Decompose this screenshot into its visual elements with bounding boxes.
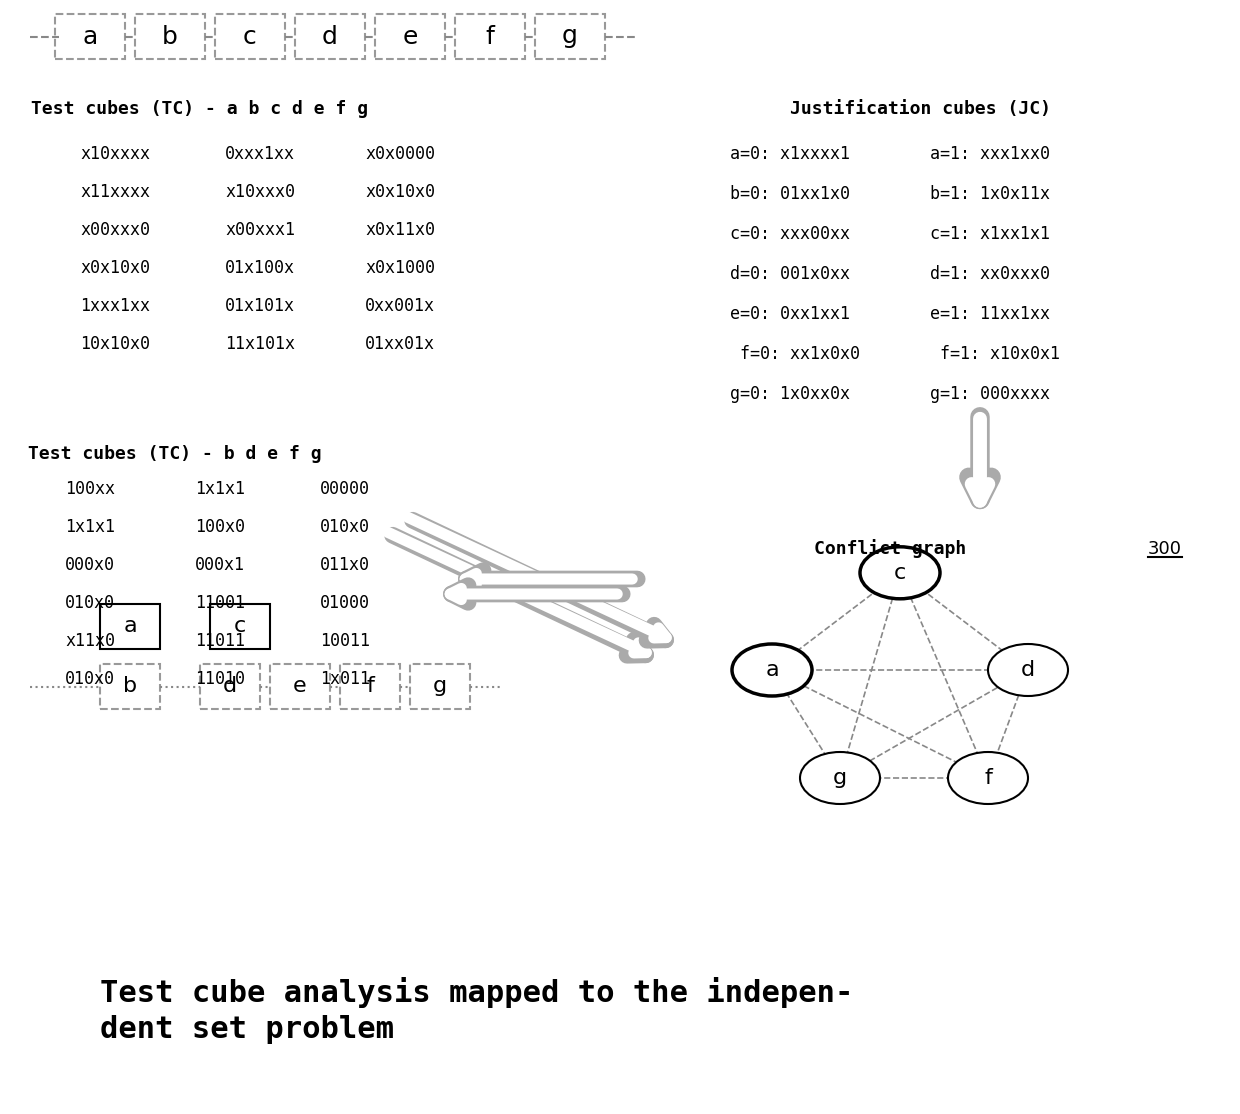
Text: 01x100x: 01x100x [224,258,295,277]
Text: a: a [123,616,136,636]
Text: 1x1x1: 1x1x1 [64,518,115,536]
FancyBboxPatch shape [410,664,470,709]
Text: 010x0: 010x0 [320,518,370,536]
Text: x11x0: x11x0 [64,632,115,649]
Text: b=0: 01xx1x0: b=0: 01xx1x0 [730,185,849,203]
Text: x0x10x0: x0x10x0 [81,258,150,277]
Ellipse shape [732,644,812,696]
FancyBboxPatch shape [100,664,160,709]
Text: Test cubes (TC) - b d e f g: Test cubes (TC) - b d e f g [29,444,322,463]
Text: 11010: 11010 [195,670,246,688]
Ellipse shape [949,752,1028,804]
FancyBboxPatch shape [135,14,205,59]
Text: b=1: 1x0x11x: b=1: 1x0x11x [930,185,1050,203]
FancyBboxPatch shape [55,14,125,59]
Text: g: g [833,768,847,788]
Text: x00xxx0: x00xxx0 [81,221,150,240]
Text: Justification cubes (JC): Justification cubes (JC) [790,100,1050,118]
Text: 01000: 01000 [320,594,370,612]
Text: 11001: 11001 [195,594,246,612]
Text: e: e [402,25,418,49]
Text: a: a [765,659,779,680]
Text: x0x10x0: x0x10x0 [365,183,435,201]
Text: x10xxxx: x10xxxx [81,145,150,163]
Text: f: f [366,676,374,696]
Text: d: d [1021,659,1035,680]
Text: a=1: xxx1xx0: a=1: xxx1xx0 [930,145,1050,163]
FancyBboxPatch shape [200,664,260,709]
Text: f: f [486,25,495,49]
Text: 000x1: 000x1 [195,556,246,574]
Text: 0xx001x: 0xx001x [365,297,435,315]
Text: x10xxx0: x10xxx0 [224,183,295,201]
Text: 100xx: 100xx [64,480,115,498]
Text: f=1: x10x0x1: f=1: x10x0x1 [930,345,1060,363]
Text: c=0: xxx00xx: c=0: xxx00xx [730,225,849,243]
Text: b: b [162,25,177,49]
Text: 11x101x: 11x101x [224,335,295,353]
Text: f: f [985,768,992,788]
Text: 010x0: 010x0 [64,670,115,688]
Text: 1xxx1xx: 1xxx1xx [81,297,150,315]
Text: Conflict graph: Conflict graph [813,539,966,558]
Text: x00xxx1: x00xxx1 [224,221,295,240]
FancyBboxPatch shape [374,14,445,59]
Ellipse shape [861,547,940,599]
Text: 011x0: 011x0 [320,556,370,574]
Text: 01x101x: 01x101x [224,297,295,315]
Text: c: c [243,25,257,49]
Text: g: g [433,676,448,696]
Bar [210,604,270,649]
Text: e: e [293,676,306,696]
Text: d=0: 001x0xx: d=0: 001x0xx [730,265,849,283]
FancyBboxPatch shape [455,14,525,59]
Text: x0x0000: x0x0000 [365,145,435,163]
Text: d: d [223,676,237,696]
Text: e=1: 11xx1xx: e=1: 11xx1xx [930,305,1050,323]
Text: b: b [123,676,138,696]
Bar [100,604,160,649]
FancyBboxPatch shape [340,664,401,709]
Text: c: c [894,563,906,583]
Text: d=1: xx0xxx0: d=1: xx0xxx0 [930,265,1050,283]
Text: a=0: x1xxxx1: a=0: x1xxxx1 [730,145,849,163]
Text: g=1: 000xxxx: g=1: 000xxxx [930,385,1050,403]
Text: Test cubes (TC) - a b c d e f g: Test cubes (TC) - a b c d e f g [31,100,368,118]
Text: g=0: 1x0xx0x: g=0: 1x0xx0x [730,385,849,403]
Text: 00000: 00000 [320,480,370,498]
Ellipse shape [800,752,880,804]
Text: 10x10x0: 10x10x0 [81,335,150,353]
Text: 1x1x1: 1x1x1 [195,480,246,498]
Text: 01xx01x: 01xx01x [365,335,435,353]
Ellipse shape [988,644,1068,696]
Text: 100x0: 100x0 [195,518,246,536]
Text: Test cube analysis mapped to the indepen-
dent set problem: Test cube analysis mapped to the indepen… [100,977,853,1044]
Text: x0x11x0: x0x11x0 [365,221,435,240]
FancyBboxPatch shape [270,664,330,709]
Text: a: a [82,25,98,49]
Text: 1x011: 1x011 [320,670,370,688]
Text: g: g [562,25,578,49]
Text: c=1: x1xx1x1: c=1: x1xx1x1 [930,225,1050,243]
FancyBboxPatch shape [534,14,605,59]
Text: 0xxx1xx: 0xxx1xx [224,145,295,163]
Text: x0x1000: x0x1000 [365,258,435,277]
Text: c: c [234,616,246,636]
Text: 300: 300 [1148,540,1182,558]
Text: e=0: 0xx1xx1: e=0: 0xx1xx1 [730,305,849,323]
Text: 11011: 11011 [195,632,246,649]
Text: 010x0: 010x0 [64,594,115,612]
Text: x11xxxx: x11xxxx [81,183,150,201]
FancyBboxPatch shape [215,14,285,59]
Text: d: d [322,25,339,49]
Text: f=0: xx1x0x0: f=0: xx1x0x0 [730,345,861,363]
FancyBboxPatch shape [295,14,365,59]
Text: 10011: 10011 [320,632,370,649]
Text: 000x0: 000x0 [64,556,115,574]
